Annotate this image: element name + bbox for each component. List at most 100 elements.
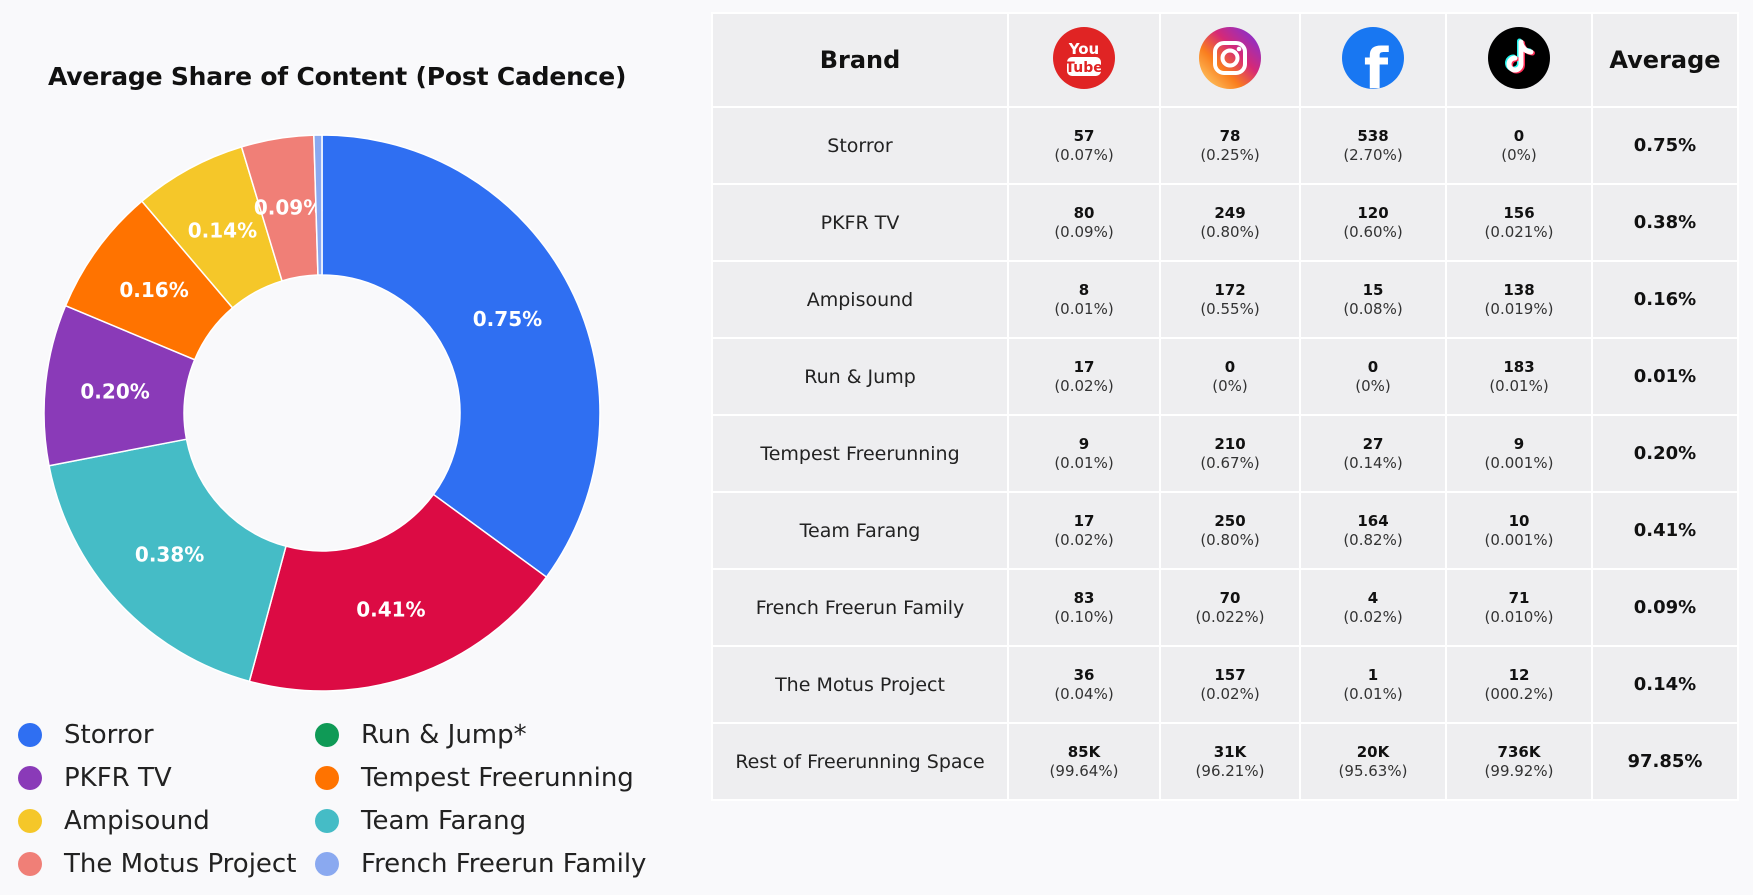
share-percent: (0.82%) (1343, 530, 1403, 549)
average-cell: 0.38% (1591, 183, 1739, 262)
fb-value-cell: 1 (0.01%) (1299, 645, 1447, 724)
post-count: 4 (1367, 588, 1379, 607)
yt-value-cell: 36 (0.04%) (1007, 645, 1161, 724)
post-count: 31K (1213, 742, 1247, 761)
share-percent: (0.01%) (1343, 684, 1403, 703)
post-count: 10 (1508, 511, 1530, 530)
tt-value-cell: 10 (0.001%) (1445, 491, 1593, 570)
post-count: 83 (1073, 588, 1095, 607)
share-percent: (0.001%) (1484, 453, 1554, 472)
legend-swatch (18, 852, 42, 876)
tt-value-cell: 12 (000.2%) (1445, 645, 1593, 724)
post-count: 183 (1503, 357, 1535, 376)
share-percent: (0.001%) (1484, 530, 1554, 549)
fb-value-cell: 4 (0.02%) (1299, 568, 1447, 647)
instagram-column-header (1159, 12, 1301, 108)
post-count: 9 (1078, 434, 1090, 453)
post-count: 538 (1357, 126, 1389, 145)
legend-label: Run & Jump* (361, 720, 527, 750)
post-count: 12 (1508, 665, 1530, 684)
tt-value-cell: 138 (0.019%) (1445, 260, 1593, 339)
average-cell: 0.16% (1591, 260, 1739, 339)
chart-title: Average Share of Content (Post Cadence) (48, 62, 627, 91)
table-row: The Motus Project 36 (0.04%) 157 (0.02%) 1 (0.… (711, 645, 1739, 724)
post-count: 736K (1497, 742, 1541, 761)
average-cell: 97.85% (1591, 722, 1739, 801)
ig-value-cell: 31K (96.21%) (1159, 722, 1301, 801)
brand-cell: Tempest Freerunning (711, 414, 1009, 493)
average-cell: 0.09% (1591, 568, 1739, 647)
legend-item: Tempest Freerunning (315, 763, 634, 793)
share-percent: (95.63%) (1338, 761, 1408, 780)
slice-label: 0.38% (135, 543, 204, 567)
platform-table: Brand You Tube (711, 12, 1739, 801)
post-count: 17 (1073, 357, 1095, 376)
yt-value-cell: 9 (0.01%) (1007, 414, 1161, 493)
brand-cell: French Freerun Family (711, 568, 1009, 647)
table-row: Rest of Freerunning Space 85K (99.64%) 31K(… (711, 722, 1739, 801)
post-count: 85K (1067, 742, 1101, 761)
post-count: 210 (1214, 434, 1246, 453)
yt-value-cell: 17 (0.02%) (1007, 337, 1161, 416)
youtube-icon: You Tube (1052, 26, 1116, 95)
average-cell: 0.20% (1591, 414, 1739, 493)
share-percent: (0.60%) (1343, 222, 1403, 241)
brand-cell: Rest of Freerunning Space (711, 722, 1009, 801)
tiktok-column-header (1445, 12, 1593, 108)
yt-value-cell: 83 (0.10%) (1007, 568, 1161, 647)
table-row: Run & Jump 17 (0.02%) 0 (0%) 0 (0%) 183 (0.01%) 0… (711, 337, 1739, 416)
legend-label: French Freerun Family (361, 849, 647, 879)
slice-team-farang (248, 493, 548, 692)
share-percent: (0.019%) (1484, 299, 1554, 318)
table-row: Tempest Freerunning 9 (0.01%) 210 (0.67%) 27(… (711, 414, 1739, 493)
share-percent: (2.70%) (1343, 145, 1403, 164)
tt-value-cell: 0 (0%) (1445, 106, 1593, 185)
legend-swatch (315, 809, 339, 833)
svg-text:Tube: Tube (1065, 60, 1103, 76)
post-count: 1 (1367, 665, 1379, 684)
post-count: 71 (1508, 588, 1530, 607)
fb-value-cell: 164 (0.82%) (1299, 491, 1447, 570)
legend-label: The Motus Project (64, 849, 297, 879)
legend-item: Storror (18, 720, 154, 750)
legend-item: Run & Jump* (315, 720, 527, 750)
legend-label: Ampisound (64, 806, 210, 836)
yt-value-cell: 8 (0.01%) (1007, 260, 1161, 339)
post-count: 250 (1214, 511, 1246, 530)
share-percent: (0.02%) (1054, 376, 1114, 395)
instagram-icon (1198, 26, 1262, 95)
slice-label: 0.14% (188, 218, 257, 242)
brand-column-header: Brand (711, 12, 1009, 108)
fb-value-cell: 20K (95.63%) (1299, 722, 1447, 801)
yt-value-cell: 57 (0.07%) (1007, 106, 1161, 185)
post-count: 80 (1073, 203, 1095, 222)
brand-cell: Storror (711, 106, 1009, 185)
legend-swatch (18, 723, 42, 747)
share-percent: (0.010%) (1484, 607, 1554, 626)
share-percent: (0.02%) (1343, 607, 1403, 626)
share-percent: (0.01%) (1489, 376, 1549, 395)
slice-storror (321, 134, 601, 579)
slice-label: 0.09% (254, 196, 323, 220)
slice-label: 0.20% (80, 380, 149, 404)
share-percent: (0.10%) (1054, 607, 1114, 626)
share-percent: (0.67%) (1200, 453, 1260, 472)
brand-cell: The Motus Project (711, 645, 1009, 724)
legend-item: Team Farang (315, 806, 526, 836)
post-count: 249 (1214, 203, 1246, 222)
fb-value-cell: 0 (0%) (1299, 337, 1447, 416)
table-row: Storror 57 (0.07%) 78 (0.25%) 538 (2.70%) 0 (0%)… (711, 106, 1739, 185)
legend-swatch (315, 766, 339, 790)
slice-label: 0.16% (119, 278, 188, 302)
average-cell: 0.75% (1591, 106, 1739, 185)
post-count: 138 (1503, 280, 1535, 299)
tt-value-cell: 71 (0.010%) (1445, 568, 1593, 647)
facebook-icon: f (1341, 26, 1405, 102)
share-percent: (99.92%) (1484, 761, 1554, 780)
share-percent: (0.02%) (1054, 530, 1114, 549)
ig-value-cell: 210 (0.67%) (1159, 414, 1301, 493)
share-percent: (0%) (1501, 145, 1537, 164)
fb-value-cell: 538 (2.70%) (1299, 106, 1447, 185)
fb-value-cell: 15 (0.08%) (1299, 260, 1447, 339)
share-percent: (0.80%) (1200, 222, 1260, 241)
